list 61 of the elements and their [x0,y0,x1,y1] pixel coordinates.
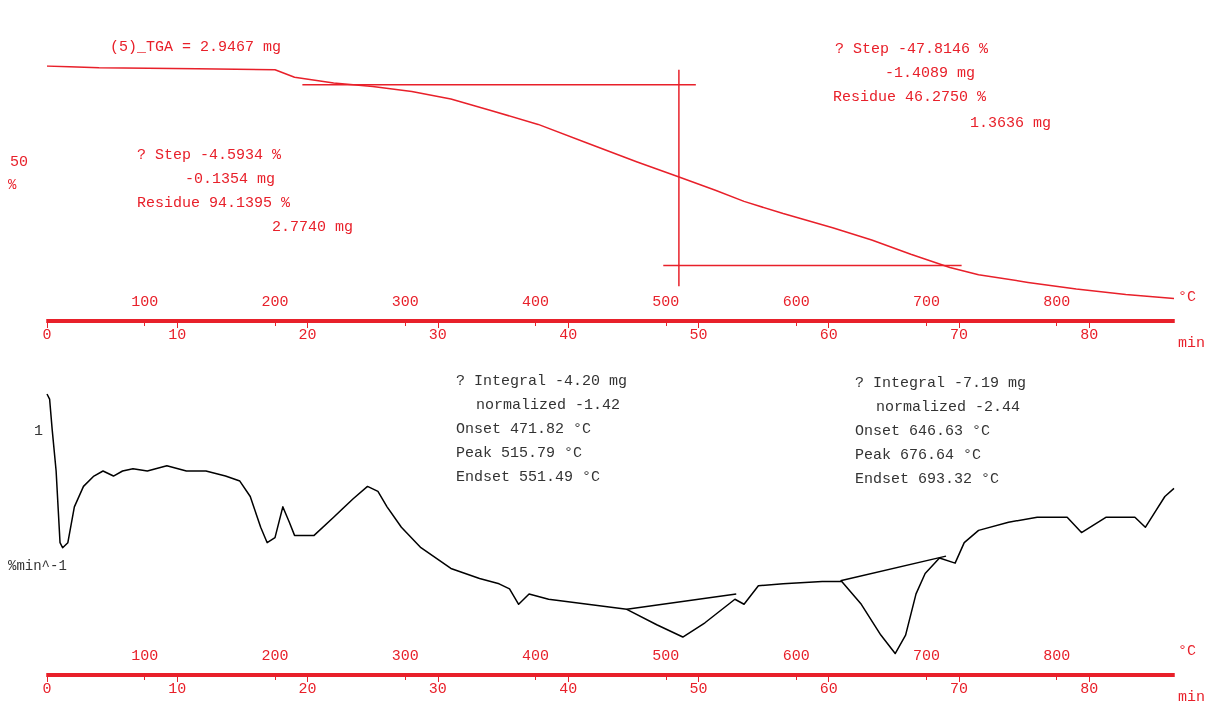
x2-tick-label: 0 [42,327,52,344]
text: 50 [10,154,29,171]
text: ? Integral -7.19 mg [855,375,1027,392]
text: ? Step -47.8146 % [835,41,990,58]
x-tick-label: 500 [652,294,680,311]
text: 1 [34,423,44,440]
x-tick-label: 100 [131,294,159,311]
x2-axis-title: min [1178,335,1206,352]
annotation: Endset 551.49 °C [456,469,601,486]
x2-tick-label: 30 [428,327,447,344]
x2-tick-label: 50 [689,681,708,698]
x-axis-title: °C [1178,289,1197,306]
x2-tick-label: 30 [428,681,447,698]
annotation: normalized -2.44 [876,399,1021,416]
x-tick-label: 100 [131,648,159,665]
x-tick-label: 400 [522,294,550,311]
annotation: 1.3636 mg [970,115,1052,132]
annotation: 2.7740 mg [272,219,354,236]
x2-tick-label: 70 [950,327,969,344]
annotation: Endset 693.32 °C [855,471,1000,488]
x2-tick-label: 60 [819,681,838,698]
text: ? Integral -4.20 mg [456,373,628,390]
annotation: Peak 515.79 °C [456,445,583,462]
annotation: Peak 676.64 °C [855,447,982,464]
annotation: normalized -1.42 [476,397,621,414]
x2-tick-label: 40 [559,681,578,698]
x-tick-label: 300 [391,648,419,665]
text: (5)_TGA = 2.9467 mg [110,39,282,56]
x2-tick-label: 50 [689,327,708,344]
x2-tick-label: 20 [298,327,317,344]
x2-tick-label: 0 [42,681,52,698]
annotation: -1.4089 mg [885,65,976,82]
x2-tick-label: 80 [1080,327,1099,344]
x2-tick-label: 10 [168,327,187,344]
x-tick-label: 400 [522,648,550,665]
x-tick-label: 600 [782,648,810,665]
x2-tick-label: 20 [298,681,317,698]
annotation: Residue 94.1395 % [137,195,292,212]
annotation: Onset 471.82 °C [456,421,592,438]
x2-tick-label: 40 [559,327,578,344]
x2-tick-label: 70 [950,681,969,698]
y-axis-title: % [8,177,17,193]
x-axis-title: °C [1178,643,1197,660]
x-tick-label: 500 [652,648,680,665]
x-tick-label: 700 [912,648,940,665]
annotation: ? Step -4.5934 % [137,147,283,164]
x-tick-label: 800 [1043,648,1071,665]
annotation: Onset 646.63 °C [855,423,991,440]
x-tick-label: 200 [261,648,289,665]
x-tick-label: 200 [261,294,289,311]
x2-tick-label: 80 [1080,681,1099,698]
annotation: -0.1354 mg [185,171,276,188]
x-tick-label: 300 [391,294,419,311]
x-tick-label: 700 [912,294,940,311]
x-tick-label: 800 [1043,294,1071,311]
x2-axis-title: min [1178,689,1206,706]
x-tick-label: 600 [782,294,810,311]
x2-tick-label: 60 [819,327,838,344]
y-axis-title: %min^-1 [8,558,67,574]
annotation: Residue 46.2750 % [833,89,988,106]
x2-tick-label: 10 [168,681,187,698]
